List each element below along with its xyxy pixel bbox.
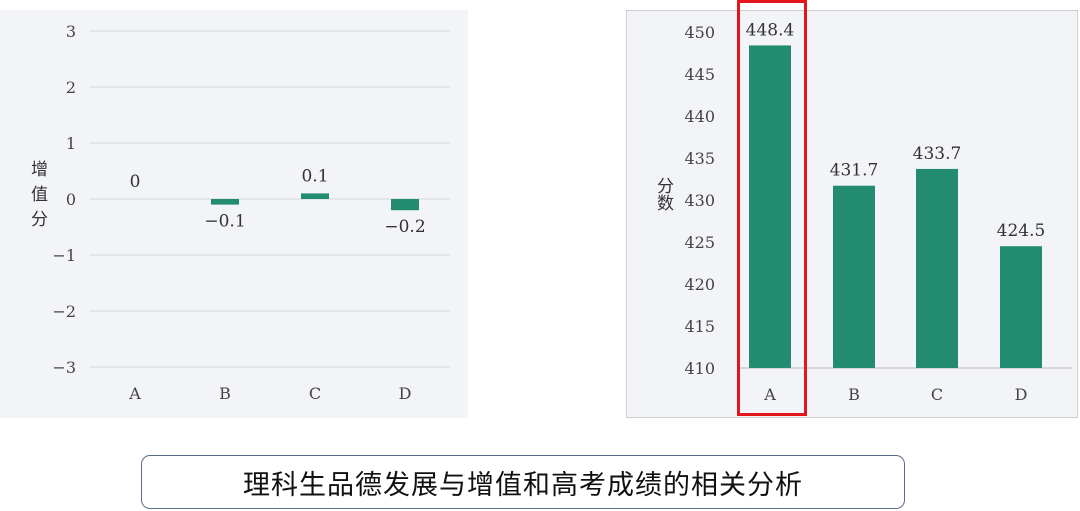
y-tick-label: 440 (684, 107, 715, 126)
y-tick-label: 420 (684, 275, 715, 294)
bar (391, 199, 419, 211)
score-chart-panel: 450 445 440 435 430 425 420 415 410 448.4 A 431.7 B 4… (626, 10, 1078, 418)
data-label: 431.7 (830, 161, 879, 181)
bar (749, 45, 791, 368)
y-tick-label: 2 (66, 78, 76, 97)
bar (1000, 246, 1042, 368)
y-tick-label: −1 (52, 246, 76, 265)
y-tick-label: −3 (52, 358, 76, 377)
y-tick-label: 425 (684, 233, 715, 252)
x-tick-label: A (763, 385, 776, 404)
y-tick-label: 415 (684, 317, 715, 336)
data-label: 0 (130, 172, 141, 192)
y-tick-label: 1 (66, 134, 76, 153)
x-tick-label: B (848, 385, 860, 404)
x-tick-label: D (399, 384, 412, 403)
right-y-axis-label: 分数 (653, 177, 673, 211)
y-tick-label: 0 (66, 190, 76, 209)
x-tick-label: C (309, 384, 321, 403)
bar (211, 199, 239, 205)
value-added-chart-panel: 3 2 1 0 −1 −2 −3 A 0 B −0.1 C 0.1 D −0.2 增值分 (0, 10, 468, 418)
caption-box: 理科生品德发展与增值和高考成绩的相关分析 (141, 455, 905, 509)
score-chart: 450 445 440 435 430 425 420 415 410 448.4 A 431.7 B 4… (684, 20, 1072, 404)
bar (833, 185, 875, 368)
y-tick-label: 3 (66, 22, 76, 41)
y-tick-label: 435 (684, 149, 715, 168)
value-added-chart: 3 2 1 0 −1 −2 −3 A 0 B −0.1 C 0.1 D −0.2 (52, 22, 450, 403)
x-tick-label: C (931, 385, 943, 404)
data-label: 0.1 (301, 166, 328, 186)
x-tick-label: B (219, 384, 231, 403)
data-label: 433.7 (913, 144, 962, 164)
caption-text: 理科生品德发展与增值和高考成绩的相关分析 (243, 469, 803, 501)
data-label: 448.4 (746, 20, 795, 40)
highlight-box-a (737, 0, 807, 416)
x-tick-label: D (1015, 385, 1028, 404)
left-y-axis-label: 增值分 (27, 160, 47, 235)
y-tick-label: 410 (684, 359, 715, 378)
y-tick-label: 445 (684, 65, 715, 84)
data-label: −0.1 (204, 212, 245, 232)
data-label: −0.2 (384, 217, 425, 237)
bar (916, 168, 958, 368)
y-tick-label: −2 (52, 302, 76, 321)
x-tick-label: A (128, 384, 141, 403)
y-tick-label: 430 (684, 191, 715, 210)
bar (301, 193, 329, 199)
y-tick-label: 450 (684, 23, 715, 42)
data-label: 424.5 (997, 221, 1046, 241)
